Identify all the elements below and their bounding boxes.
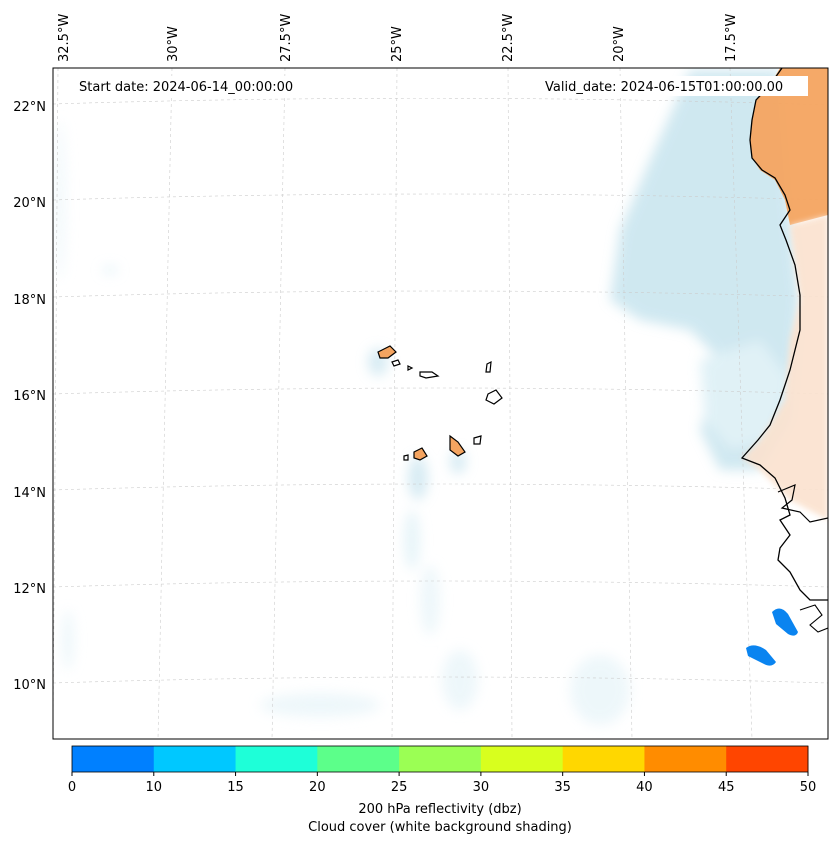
lat-label-14n: 14°N: [13, 486, 46, 501]
start-date-label: Start date: 2024-06-14_00:00:00: [79, 80, 293, 95]
gambia-coastline: [777, 484, 828, 523]
meridian-30w: [157, 68, 173, 739]
parallel-12n: [53, 580, 828, 588]
island-sao-vicente: [391, 359, 401, 367]
island-brava: [403, 454, 409, 461]
island-maio: [473, 435, 482, 445]
colorbar-swatch-6: [562, 746, 645, 772]
valid-date-box: [540, 76, 808, 96]
longitude-labels: 32.5°W 30°W 27.5°W 25°W 22.5°W 20°W 17.5…: [57, 14, 739, 62]
cloud-shading: [54, 70, 800, 725]
lat-label-18n: 18°N: [13, 293, 46, 308]
valid-date-label: Valid_date: 2024-06-15T01:00:00.00: [545, 80, 783, 95]
meridian-25w: [391, 68, 398, 739]
island-fogo: [413, 447, 428, 461]
meridian-32-5w: [53, 68, 59, 739]
cloud-streak-west: [62, 610, 74, 670]
colorbar-frame: [71, 745, 809, 773]
parallel-16n: [53, 387, 828, 395]
cloud-streak-2: [420, 565, 440, 635]
colorbar-swatch-5: [480, 746, 564, 772]
meridian-20w: [619, 68, 633, 739]
lon-label-27-5w: 27.5°W: [279, 14, 294, 62]
lon-label-17-5w: 17.5°W: [724, 14, 739, 62]
reflectivity-cell-2: [746, 645, 776, 666]
colorbar-tick-label-3: 20: [309, 780, 326, 795]
lat-label-16n: 16°N: [13, 389, 46, 404]
cape-verde-islands: [377, 345, 503, 461]
colorbar-tick-label-2: 15: [227, 780, 244, 795]
parallel-18n: [53, 290, 828, 298]
parallel-14n: [53, 483, 828, 491]
island-santiago: [449, 434, 466, 457]
island-santo-antao: [377, 345, 397, 359]
graticule: [53, 68, 828, 739]
map-content: [53, 68, 828, 739]
colorbar-tick-label-6: 35: [554, 780, 571, 795]
guinea-bissau-coastline: [799, 604, 828, 633]
parallel-10n: [53, 676, 828, 684]
colorbar-swatch-7: [644, 746, 727, 772]
africa-land-south: [742, 215, 828, 520]
lat-label-12n: 12°N: [13, 582, 46, 597]
latitude-labels: 22°N 20°N 18°N 16°N 14°N 12°N 10°N: [13, 100, 46, 693]
colorbar-tick-label-4: 25: [391, 780, 408, 795]
colorbar-swatch-4: [399, 746, 482, 772]
island-sao-nicolau: [419, 371, 440, 379]
colorbar: 0 10 15 20 25 30 35 40 45 50 200 hPa reflectivity…: [68, 745, 816, 835]
lat-label-20n: 20°N: [13, 196, 46, 211]
reflectivity-cell-1: [772, 608, 798, 636]
meridian-22-5w: [507, 68, 513, 739]
lon-label-25w: 25°W: [390, 26, 405, 62]
colorbar-tick-label-9: 50: [800, 780, 817, 795]
parallel-22n: [53, 97, 828, 106]
colorbar-swatch-2: [235, 746, 318, 772]
cloud-band-coast: [700, 340, 790, 450]
africa-land: [750, 68, 828, 225]
colorbar-swatch-0: [72, 746, 155, 772]
colorbar-ticks: 0 10 15 20 25 30 35 40 45 50: [68, 772, 816, 795]
cloud-speck: [102, 266, 118, 274]
meridian-27-5w: [271, 68, 286, 739]
cloud-streak-4: [260, 693, 380, 717]
colorbar-swatch-3: [317, 746, 400, 772]
colorbar-label-cloud-cover: Cloud cover (white background shading): [308, 820, 572, 835]
meridian-17-5w: [729, 68, 753, 739]
colorbar-label-reflectivity: 200 hPa reflectivity (dbz): [358, 802, 521, 817]
colorbar-swatch-8: [726, 746, 809, 772]
colorbar-swatch-1: [153, 746, 237, 772]
start-date-box: [74, 76, 314, 96]
island-sal: [485, 360, 492, 373]
lon-label-30w: 30°W: [166, 26, 181, 62]
colorbar-swatches: [72, 746, 809, 772]
africa-coastline: [740, 68, 828, 601]
cloud-patch-santiago: [450, 450, 466, 474]
lon-label-20w: 20°W: [612, 26, 627, 62]
colorbar-tick-label-1: 10: [146, 780, 163, 795]
colorbar-tick-label-0: 0: [68, 780, 76, 795]
colorbar-tick-label-7: 40: [636, 780, 653, 795]
lon-label-32-5w: 32.5°W: [57, 14, 72, 62]
colorbar-tick-label-5: 30: [473, 780, 490, 795]
cloud-streak-3: [442, 650, 478, 710]
lon-label-22-5w: 22.5°W: [501, 14, 516, 62]
cloud-streak-5: [570, 655, 630, 725]
cloud-streak-1: [404, 510, 420, 570]
lat-label-10n: 10°N: [13, 678, 46, 693]
lat-label-22n: 22°N: [13, 100, 46, 115]
parallel-20n: [53, 193, 828, 201]
map-frame: [52, 67, 829, 740]
island-boa-vista: [485, 389, 503, 405]
colorbar-tick-label-8: 45: [718, 780, 735, 795]
cloud-patch-fogo: [408, 456, 428, 500]
island-santa-luzia: [407, 365, 414, 371]
